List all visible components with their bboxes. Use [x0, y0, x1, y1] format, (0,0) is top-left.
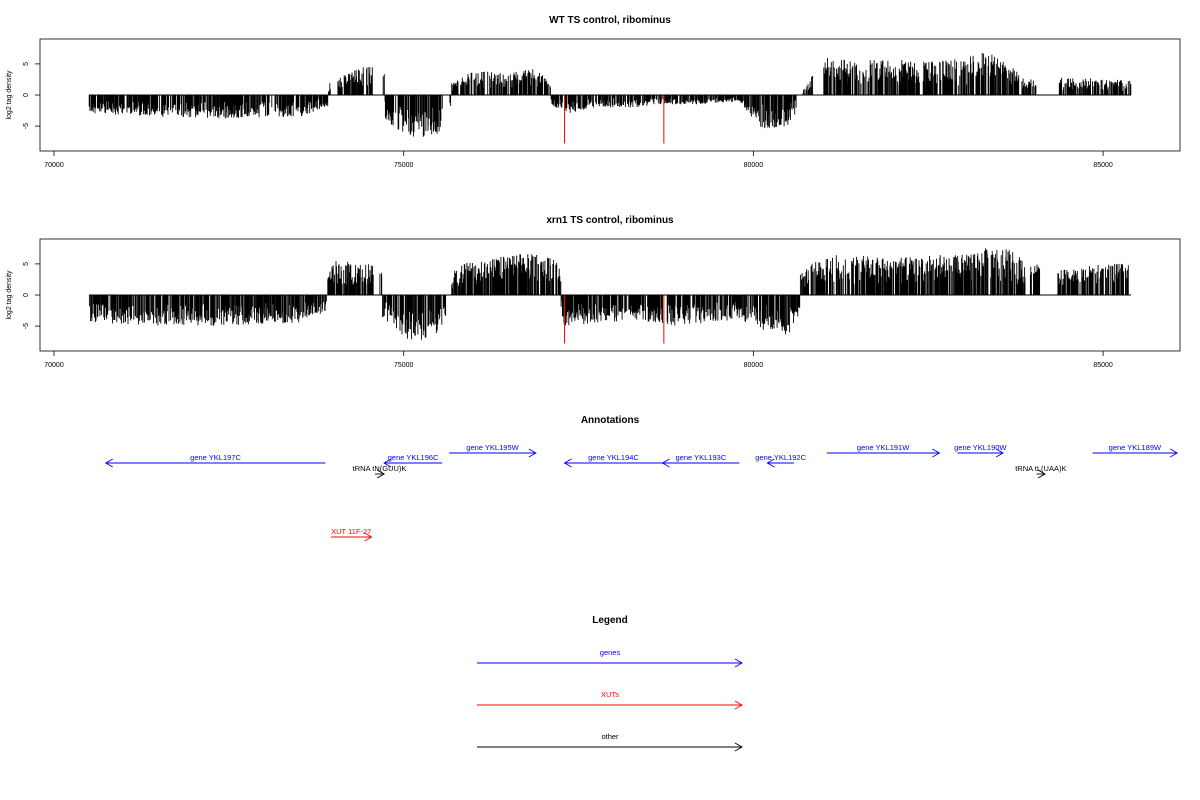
annotation-gene[interactable]: gene YKL195W — [449, 443, 537, 458]
annotation-label: XUT 11F-27 — [331, 527, 371, 536]
annotation-other[interactable]: tRNA tN(GUU)K — [353, 464, 407, 479]
annotation-label: gene YKL193C — [676, 453, 727, 462]
annotation-gene[interactable]: gene YKL192C — [755, 453, 807, 468]
annotation-label: gene YKL196C — [388, 453, 439, 462]
x-tick-label: 80000 — [744, 362, 764, 369]
y-tick-label: 5 — [23, 62, 30, 66]
panel-title: xrn1 TS control, ribominus — [546, 215, 674, 226]
legend-items: genes XUTs other — [477, 648, 743, 752]
x-tick-label: 75000 — [394, 362, 414, 369]
y-tick-label: 5 — [23, 262, 30, 266]
annotation-other[interactable]: tRNA tL(UAA)K — [1015, 464, 1066, 479]
wt-density-panel: WT TS control, ribominus log2 tag densit… — [6, 15, 1181, 169]
bar-series — [88, 52, 1132, 137]
annotation-xut[interactable]: XUT 11F-27 — [330, 527, 373, 542]
arrowhead — [766, 458, 775, 468]
x-tick-label: 85000 — [1093, 362, 1113, 369]
annotation-label: gene YKL189W — [1109, 443, 1162, 452]
arrowhead — [383, 458, 392, 468]
x-tick-label: 85000 — [1093, 162, 1113, 169]
arrowhead — [734, 742, 743, 752]
arrowhead — [1037, 469, 1046, 479]
annotation-gene[interactable]: gene YKL197C — [104, 453, 326, 468]
y-tick-label: -5 — [23, 323, 30, 329]
arrowhead — [661, 458, 670, 468]
arrowhead — [1169, 448, 1179, 458]
annotations-title: Annotations — [581, 415, 640, 426]
density-bars — [88, 52, 1132, 137]
x-tick-label: 70000 — [44, 162, 64, 169]
legend-label: other — [601, 732, 619, 741]
arrowhead — [995, 448, 1004, 458]
annotation-gene[interactable]: gene YKL193C — [661, 453, 740, 468]
bar-series — [88, 248, 1129, 340]
arrowhead — [932, 448, 941, 458]
arrowhead — [528, 448, 537, 458]
legend-item-other: other — [477, 732, 743, 752]
annotation-label: gene YKL192C — [755, 453, 806, 462]
density-bars — [88, 248, 1129, 340]
arrowhead — [364, 532, 373, 542]
arrowhead — [104, 458, 113, 468]
annotation-label: tRNA tL(UAA)K — [1015, 464, 1066, 473]
x-axis: 70000 75000 80000 85000 — [44, 151, 1113, 169]
y-axis-label: log2 tag density — [6, 70, 13, 120]
legend-title: Legend — [592, 615, 628, 626]
legend: Legend genes XUTs other — [477, 615, 743, 752]
annotation-items: gene YKL197C tRNA tN(GUU)K gene YKL196C gen… — [104, 443, 1179, 542]
highlight-lines — [564, 295, 665, 344]
panel-title: WT TS control, ribominus — [549, 15, 671, 26]
legend-item-gene: genes — [477, 648, 743, 668]
annotation-label: gene YKL190W — [954, 443, 1007, 452]
y-axis: -5 0 5 — [23, 62, 40, 129]
arrowhead — [563, 458, 572, 468]
annotation-gene[interactable]: gene YKL191W — [826, 443, 941, 458]
annotation-gene[interactable]: gene YKL190W — [954, 443, 1007, 458]
y-axis: -5 0 5 — [23, 262, 40, 329]
x-axis: 70000 75000 80000 85000 — [44, 351, 1113, 369]
annotation-label: gene YKL195W — [466, 443, 519, 452]
annotation-label: tRNA tN(GUU)K — [353, 464, 407, 473]
y-axis-label: log2 tag density — [6, 270, 13, 320]
x-tick-label: 70000 — [44, 362, 64, 369]
annotation-label: gene YKL194C — [588, 453, 639, 462]
annotation-label: gene YKL197C — [190, 453, 241, 462]
annotation-gene[interactable]: gene YKL194C — [563, 453, 663, 468]
annotation-label: gene YKL191W — [857, 443, 910, 452]
y-tick-label: 0 — [23, 93, 30, 97]
legend-label: genes — [600, 648, 621, 657]
xrn1-density-panel: xrn1 TS control, ribominus log2 tag dens… — [6, 215, 1181, 369]
annotation-gene[interactable]: gene YKL189W — [1092, 443, 1179, 458]
arrowhead — [376, 469, 386, 479]
x-tick-label: 80000 — [744, 162, 764, 169]
highlight-lines — [564, 95, 665, 144]
arrowhead — [734, 700, 743, 710]
x-tick-label: 75000 — [394, 162, 414, 169]
y-tick-label: 0 — [23, 293, 30, 297]
legend-item-xut: XUTs — [477, 690, 743, 710]
arrowhead — [734, 658, 743, 668]
legend-label: XUTs — [601, 690, 619, 699]
y-tick-label: -5 — [23, 123, 30, 129]
annotation-gene[interactable]: gene YKL196C — [383, 453, 443, 468]
